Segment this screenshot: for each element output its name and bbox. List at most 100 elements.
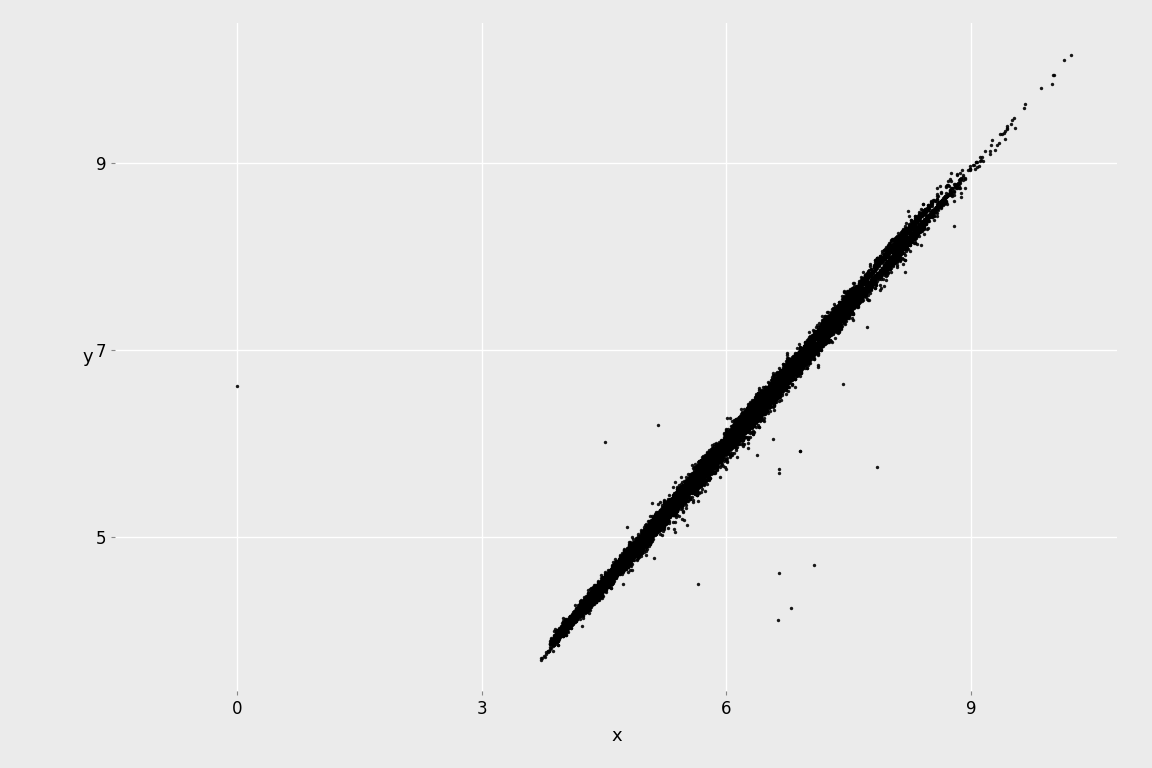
Point — [817, 327, 835, 339]
Point — [781, 369, 799, 382]
Point — [644, 525, 662, 537]
Point — [581, 591, 599, 604]
Point — [692, 464, 711, 476]
Point — [661, 499, 680, 511]
Point — [842, 306, 861, 318]
Point — [602, 566, 621, 578]
Point — [579, 601, 598, 613]
Point — [569, 611, 588, 623]
Point — [756, 389, 774, 402]
Point — [722, 435, 741, 448]
Point — [751, 396, 770, 408]
Point — [611, 557, 629, 569]
Point — [751, 405, 770, 417]
Point — [687, 468, 705, 481]
Point — [782, 365, 801, 377]
Point — [617, 543, 636, 555]
Point — [585, 586, 604, 598]
Point — [547, 631, 566, 643]
Point — [774, 365, 793, 377]
Point — [590, 581, 608, 593]
Point — [726, 421, 744, 433]
Point — [756, 387, 774, 399]
Point — [695, 459, 713, 472]
Point — [767, 383, 786, 396]
Point — [759, 392, 778, 405]
Point — [672, 494, 690, 506]
Point — [742, 405, 760, 417]
Point — [581, 591, 599, 603]
Point — [681, 475, 699, 487]
Point — [736, 412, 755, 425]
Point — [753, 393, 772, 406]
Point — [735, 432, 753, 444]
Point — [694, 461, 712, 473]
Point — [589, 591, 607, 603]
Point — [589, 590, 607, 602]
Point — [639, 531, 658, 543]
Point — [650, 510, 668, 522]
Point — [795, 353, 813, 365]
Point — [609, 565, 628, 578]
Point — [582, 588, 600, 600]
Point — [897, 237, 916, 249]
Point — [824, 323, 842, 335]
Point — [771, 372, 789, 384]
Point — [699, 461, 718, 473]
Point — [743, 406, 761, 418]
Point — [578, 601, 597, 613]
Point — [694, 461, 712, 473]
Point — [602, 566, 621, 578]
Point — [774, 378, 793, 390]
Point — [715, 431, 734, 443]
Point — [759, 387, 778, 399]
Point — [639, 534, 658, 546]
Point — [645, 518, 664, 530]
Point — [664, 494, 682, 506]
Point — [596, 574, 614, 586]
Point — [832, 301, 850, 313]
Point — [592, 583, 611, 595]
Point — [607, 561, 626, 573]
Point — [824, 326, 842, 338]
Point — [899, 221, 917, 233]
Point — [689, 472, 707, 485]
Point — [759, 387, 778, 399]
Point — [623, 547, 642, 559]
Point — [783, 365, 802, 377]
Point — [614, 552, 632, 564]
Point — [564, 611, 583, 623]
Point — [577, 601, 596, 613]
Point — [649, 521, 667, 533]
Point — [589, 582, 607, 594]
Point — [844, 293, 863, 306]
Point — [579, 598, 598, 610]
Point — [590, 586, 608, 598]
Point — [761, 384, 780, 396]
Point — [842, 297, 861, 310]
Point — [812, 333, 831, 345]
Point — [600, 578, 619, 591]
Point — [778, 366, 796, 378]
Point — [629, 540, 647, 552]
Point — [842, 298, 861, 310]
Point — [583, 591, 601, 603]
Point — [787, 362, 805, 374]
Point — [787, 353, 805, 365]
Point — [685, 479, 704, 492]
Point — [700, 452, 719, 465]
Point — [597, 578, 615, 591]
Point — [622, 543, 641, 555]
Point — [548, 625, 567, 637]
Point — [578, 593, 597, 605]
Point — [687, 483, 705, 495]
Point — [690, 465, 708, 477]
Point — [783, 358, 802, 370]
Point — [823, 319, 841, 331]
Point — [600, 570, 619, 582]
Point — [583, 594, 601, 607]
Point — [646, 513, 665, 525]
Point — [742, 406, 760, 419]
Point — [796, 350, 814, 362]
Point — [583, 589, 601, 601]
